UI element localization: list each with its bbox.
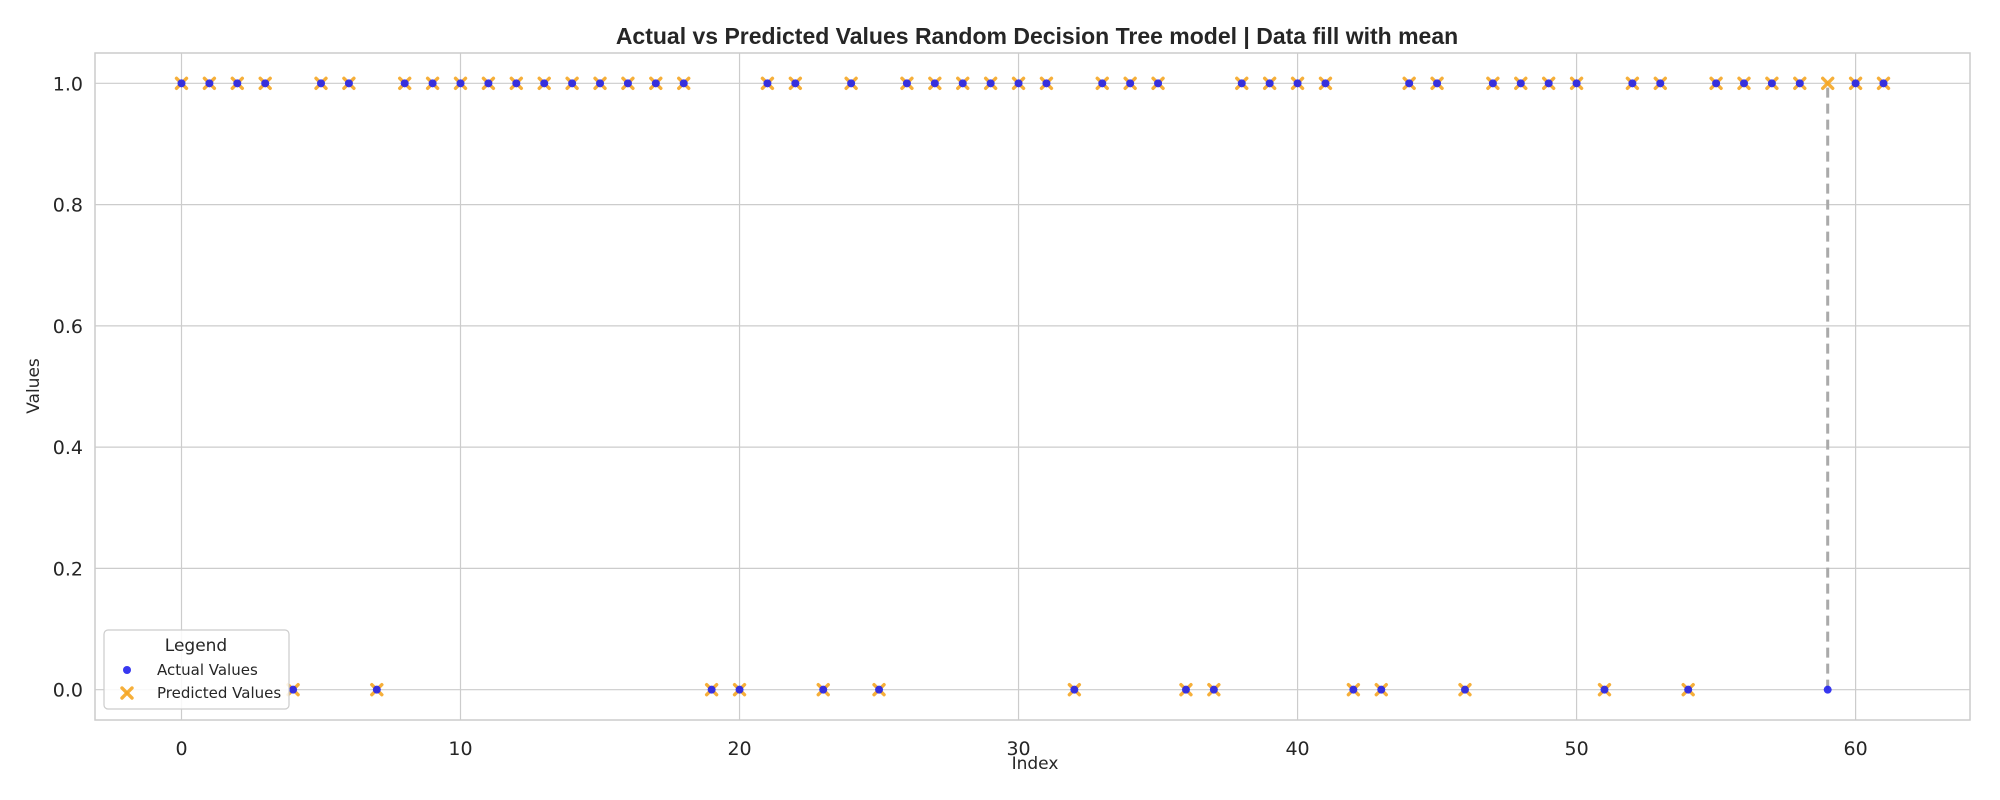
- actual-point: [958, 79, 967, 88]
- actual-point: [1600, 685, 1609, 694]
- y-axis-label: Values: [24, 358, 44, 414]
- actual-point: [1544, 79, 1553, 88]
- actual-point: [596, 79, 605, 88]
- actual-point: [902, 79, 911, 88]
- actual-point: [875, 685, 884, 694]
- actual-point: [1851, 79, 1860, 88]
- actual-point: [261, 79, 270, 88]
- legend-predicted-label: Predicted Values: [157, 684, 281, 702]
- legend-box: [103, 629, 290, 710]
- actual-point: [512, 79, 521, 88]
- actual-point: [1042, 79, 1051, 88]
- x-axis-label: Index: [1012, 754, 1059, 774]
- x-tick-label: 50: [1564, 738, 1588, 760]
- plot-area: [94, 52, 1971, 721]
- actual-point: [707, 685, 716, 694]
- x-tick-label: 0: [175, 738, 187, 760]
- x-tick-label: 20: [727, 738, 751, 760]
- y-tick-label: 0.6: [53, 316, 83, 338]
- actual-point: [1126, 79, 1135, 88]
- actual-point: [623, 79, 632, 88]
- actual-point: [1265, 79, 1274, 88]
- x-tick-label: 30: [1006, 738, 1030, 760]
- actual-point: [205, 79, 214, 88]
- actual-point: [1237, 79, 1246, 88]
- y-tick-label: 0.2: [53, 558, 83, 580]
- actual-point: [1209, 685, 1218, 694]
- actual-point: [1684, 685, 1693, 694]
- actual-point: [1628, 79, 1637, 88]
- actual-point: [1181, 685, 1190, 694]
- x-tick-label: 40: [1285, 738, 1309, 760]
- actual-point: [1321, 79, 1330, 88]
- x-tick-label: 60: [1844, 738, 1868, 760]
- actual-point: [344, 79, 353, 88]
- actual-point: [1823, 685, 1832, 694]
- actual-point: [651, 79, 660, 88]
- actual-point: [428, 79, 437, 88]
- actual-point: [1656, 79, 1665, 88]
- legend: Legend Actual Values Predicted Values: [103, 629, 290, 710]
- legend-actual-label: Actual Values: [157, 661, 258, 679]
- actual-point: [1879, 79, 1888, 88]
- predicted-point: [1821, 76, 1835, 91]
- actual-point: [1098, 79, 1107, 88]
- actual-point: [1488, 79, 1497, 88]
- actual-point: [568, 79, 577, 88]
- y-tick-label: 0.0: [53, 680, 83, 702]
- actual-point: [930, 79, 939, 88]
- legend-title: Legend: [165, 636, 227, 656]
- actual-point: [317, 79, 326, 88]
- actual-point: [1739, 79, 1748, 88]
- actual-point: [735, 685, 744, 694]
- actual-point: [1572, 79, 1581, 88]
- actual-point: [233, 79, 242, 88]
- actual-point: [1460, 685, 1469, 694]
- actual-point: [400, 79, 409, 88]
- legend-predicted-marker: [120, 686, 134, 700]
- actual-point: [456, 79, 465, 88]
- legend-predicted-x: [120, 686, 134, 700]
- x-tick-label: 10: [448, 738, 472, 760]
- actual-point: [986, 79, 995, 88]
- y-tick-labels: 0.0 0.2 0.4 0.6 0.8 1.0: [53, 73, 83, 701]
- actual-point: [177, 79, 186, 88]
- actual-point: [1712, 79, 1721, 88]
- actual-point: [372, 685, 381, 694]
- actual-point: [1293, 79, 1302, 88]
- actual-point: [1795, 79, 1804, 88]
- y-tick-label: 0.4: [53, 437, 83, 459]
- actual-point: [1377, 685, 1386, 694]
- actual-point: [1154, 79, 1163, 88]
- actual-point: [1349, 685, 1358, 694]
- actual-point: [289, 685, 298, 694]
- actual-point: [1433, 79, 1442, 88]
- actual-point: [679, 79, 688, 88]
- actual-point: [540, 79, 549, 88]
- actual-point: [1070, 685, 1079, 694]
- actual-point: [1516, 79, 1525, 88]
- y-tick-label: 1.0: [53, 73, 83, 95]
- actual-point: [847, 79, 856, 88]
- actual-point: [1014, 79, 1023, 88]
- actual-point: [1767, 79, 1776, 88]
- y-tick-label: 0.8: [53, 195, 83, 217]
- actual-point: [819, 685, 828, 694]
- actual-point: [763, 79, 772, 88]
- actual-point: [1405, 79, 1414, 88]
- x-tick-labels: 0 10 20 30 40 50 60: [175, 738, 1867, 760]
- actual-series: [177, 79, 1888, 694]
- legend-actual-marker: [123, 666, 131, 674]
- actual-point: [484, 79, 493, 88]
- chart-title: Actual vs Predicted Values Random Decisi…: [616, 23, 1458, 49]
- actual-point: [791, 79, 800, 88]
